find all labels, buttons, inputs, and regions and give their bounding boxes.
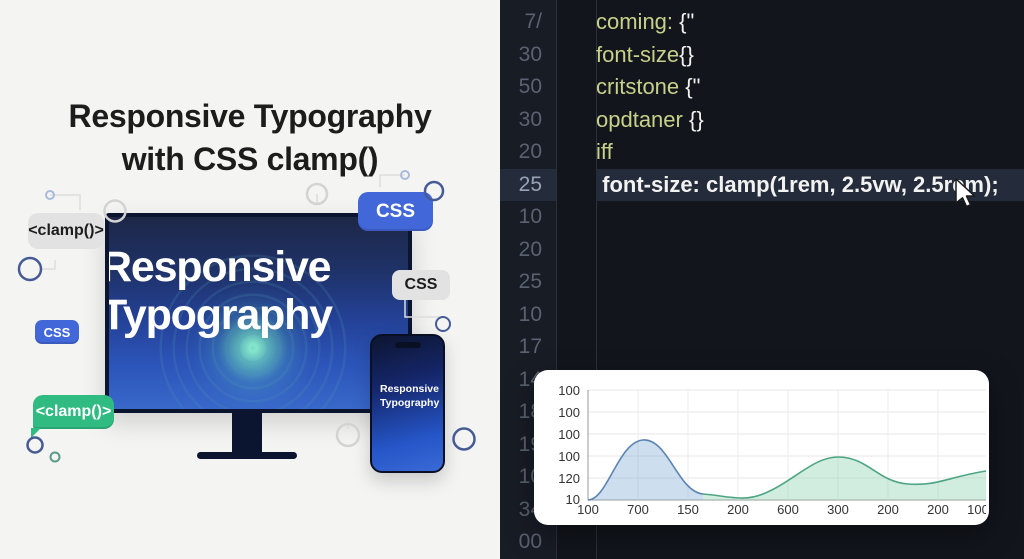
svg-text:120: 120 — [558, 471, 580, 486]
svg-text:600: 600 — [777, 502, 799, 514]
svg-text:200: 200 — [927, 502, 949, 514]
svg-text:150: 150 — [677, 502, 699, 514]
svg-text:100: 100 — [558, 405, 580, 420]
svg-text:100: 100 — [577, 502, 599, 514]
svg-text:100: 100 — [558, 383, 580, 398]
svg-text:100: 100 — [558, 427, 580, 442]
svg-text:700: 700 — [627, 502, 649, 514]
svg-text:200: 200 — [877, 502, 899, 514]
svg-text:100: 100 — [558, 449, 580, 464]
svg-text:100: 100 — [967, 502, 986, 514]
svg-text:300: 300 — [827, 502, 849, 514]
svg-text:200: 200 — [727, 502, 749, 514]
